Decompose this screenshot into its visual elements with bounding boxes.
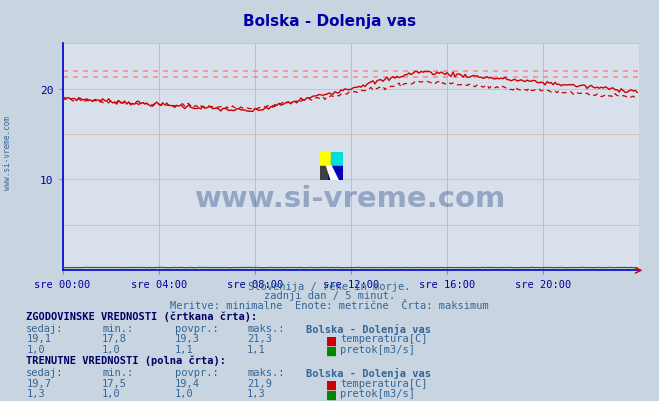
Text: pretok[m3/s]: pretok[m3/s] <box>340 344 415 354</box>
Text: ■: ■ <box>326 378 337 391</box>
Text: pretok[m3/s]: pretok[m3/s] <box>340 388 415 398</box>
Text: 19,3: 19,3 <box>175 334 200 344</box>
Text: 21,9: 21,9 <box>247 378 272 388</box>
Text: 17,8: 17,8 <box>102 334 127 344</box>
Text: ■: ■ <box>326 388 337 401</box>
Text: sedaj:: sedaj: <box>26 367 64 377</box>
Text: min.:: min.: <box>102 323 133 333</box>
Text: ■: ■ <box>326 344 337 356</box>
Text: 1,0: 1,0 <box>175 388 193 398</box>
Polygon shape <box>331 152 343 166</box>
Text: povpr.:: povpr.: <box>175 323 218 333</box>
Text: Meritve: minimalne  Enote: metrične  Črta: maksimum: Meritve: minimalne Enote: metrične Črta:… <box>170 300 489 310</box>
Text: 19,4: 19,4 <box>175 378 200 388</box>
Text: 1,3: 1,3 <box>247 388 266 398</box>
Text: min.:: min.: <box>102 367 133 377</box>
Text: sedaj:: sedaj: <box>26 323 64 333</box>
Text: www.si-vreme.com: www.si-vreme.com <box>195 184 507 212</box>
Text: Bolska - Dolenja vas: Bolska - Dolenja vas <box>243 14 416 29</box>
Text: Bolska - Dolenja vas: Bolska - Dolenja vas <box>306 323 432 334</box>
Text: temperatura[C]: temperatura[C] <box>340 378 428 388</box>
Text: 21,3: 21,3 <box>247 334 272 344</box>
Text: www.si-vreme.com: www.si-vreme.com <box>3 115 13 189</box>
Text: 17,5: 17,5 <box>102 378 127 388</box>
Text: 1,0: 1,0 <box>102 388 121 398</box>
Polygon shape <box>320 152 331 166</box>
Text: 19,1: 19,1 <box>26 334 51 344</box>
Polygon shape <box>320 166 327 180</box>
Text: ZGODOVINSKE VREDNOSTI (črtkana črta):: ZGODOVINSKE VREDNOSTI (črtkana črta): <box>26 311 258 321</box>
Text: 19,7: 19,7 <box>26 378 51 388</box>
Text: TRENUTNE VREDNOSTI (polna črta):: TRENUTNE VREDNOSTI (polna črta): <box>26 355 226 365</box>
Text: 1,3: 1,3 <box>26 388 45 398</box>
Polygon shape <box>327 166 338 180</box>
Text: povpr.:: povpr.: <box>175 367 218 377</box>
Text: 1,1: 1,1 <box>247 344 266 354</box>
Polygon shape <box>327 166 343 180</box>
Text: ■: ■ <box>326 334 337 346</box>
Text: maks.:: maks.: <box>247 323 285 333</box>
Text: temperatura[C]: temperatura[C] <box>340 334 428 344</box>
Text: Bolska - Dolenja vas: Bolska - Dolenja vas <box>306 367 432 378</box>
Text: zadnji dan / 5 minut.: zadnji dan / 5 minut. <box>264 291 395 301</box>
Text: 1,0: 1,0 <box>102 344 121 354</box>
Text: Slovenija / reke in morje.: Slovenija / reke in morje. <box>248 282 411 292</box>
Text: maks.:: maks.: <box>247 367 285 377</box>
Text: 1,0: 1,0 <box>26 344 45 354</box>
Text: 1,1: 1,1 <box>175 344 193 354</box>
